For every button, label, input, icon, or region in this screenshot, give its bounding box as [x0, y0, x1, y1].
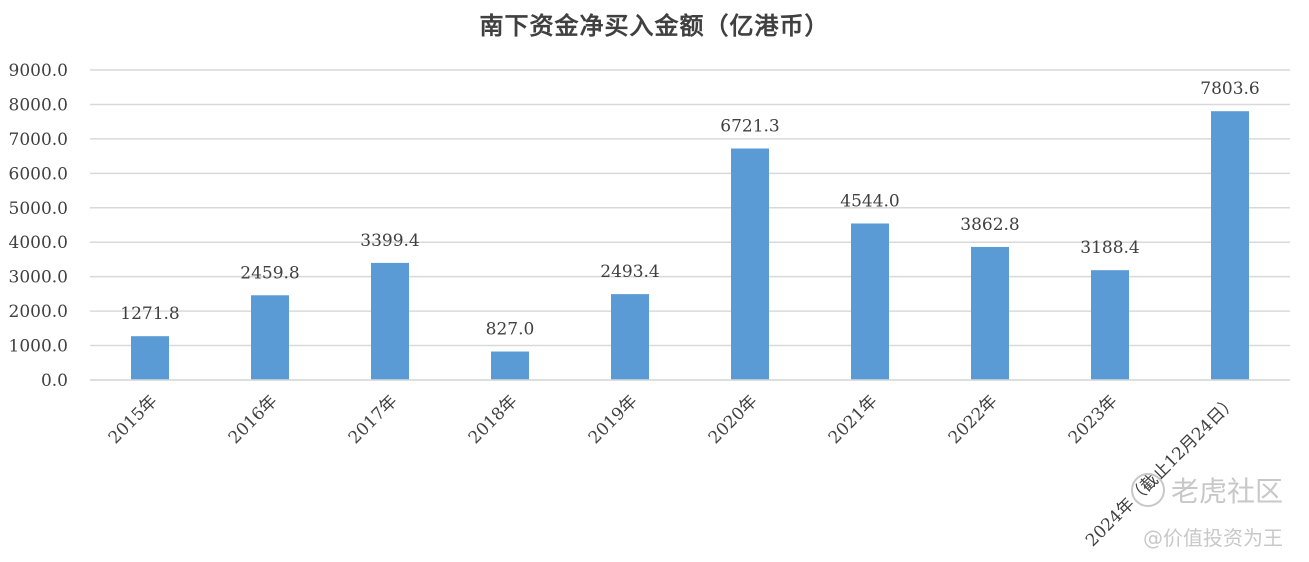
data-label: 827.0	[486, 320, 535, 340]
gridlines	[90, 69, 1290, 381]
data-label: 6721.3	[720, 116, 779, 136]
bar	[251, 295, 289, 380]
bars	[131, 111, 1249, 380]
x-tick-label: 2021年	[825, 391, 882, 448]
y-tick-label: 8000.0	[9, 95, 68, 115]
y-tick-label: 0.0	[41, 371, 68, 391]
bar	[131, 336, 169, 380]
x-tick-label: 2015年	[105, 391, 162, 448]
x-tick-label: 2018年	[465, 391, 522, 448]
y-tick-label: 6000.0	[9, 164, 68, 184]
x-tick-label: 2017年	[345, 391, 402, 448]
y-tick-label: 1000.0	[9, 337, 68, 357]
data-label: 3399.4	[360, 231, 419, 251]
data-label: 7803.6	[1200, 79, 1259, 99]
watermark-tagline: @价值投资为王	[1143, 526, 1283, 550]
x-tick-label: 2020年	[705, 391, 762, 448]
y-tick-label: 2000.0	[9, 302, 68, 322]
y-tick-label: 4000.0	[9, 233, 68, 253]
chart-title: 南下资金净买入金额（亿港币）	[479, 12, 830, 40]
data-labels: 1271.8 2459.8 3399.4 827.0 2493.4 6721.3 4544.…	[120, 79, 1259, 339]
data-label: 2459.8	[240, 263, 299, 283]
data-label: 3188.4	[1080, 238, 1139, 258]
data-label: 4544.0	[840, 191, 899, 211]
bar	[851, 223, 889, 380]
bar	[731, 148, 769, 380]
x-axis: 2015年 2016年 2017年 2018年 2019年 2020年 2021年 2022年…	[90, 379, 1290, 551]
bar	[371, 262, 409, 380]
x-tick-label: 2023年	[1065, 391, 1122, 448]
bar	[491, 351, 529, 380]
bar	[611, 294, 649, 380]
data-label: 3862.8	[960, 215, 1019, 235]
x-tick-label: 2016年	[225, 391, 282, 448]
y-tick-label: 7000.0	[9, 130, 68, 150]
bar	[971, 246, 1009, 380]
data-label: 1271.8	[120, 304, 179, 324]
x-tick-label: 2019年	[585, 391, 642, 448]
x-tick-label: 2022年	[945, 391, 1002, 448]
y-tick-label: 5000.0	[9, 199, 68, 219]
y-tick-label: 9000.0	[9, 61, 68, 81]
y-tick-label: 3000.0	[9, 268, 68, 288]
watermark-brand: 老虎社区	[1170, 475, 1283, 508]
y-axis: 0.0 1000.0 2000.0 3000.0 4000.0 5000.0 6000.0 7…	[9, 61, 68, 391]
data-label: 2493.4	[600, 262, 659, 282]
bar	[1091, 270, 1129, 380]
bar	[1211, 111, 1249, 380]
watermark: 老虎社区 @价值投资为王	[1130, 470, 1283, 551]
tiger-logo-icon	[1130, 473, 1165, 507]
